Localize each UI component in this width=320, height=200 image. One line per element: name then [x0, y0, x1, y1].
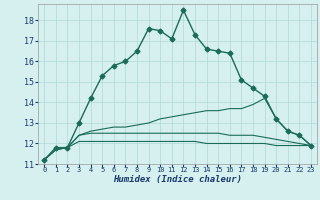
- X-axis label: Humidex (Indice chaleur): Humidex (Indice chaleur): [113, 175, 242, 184]
